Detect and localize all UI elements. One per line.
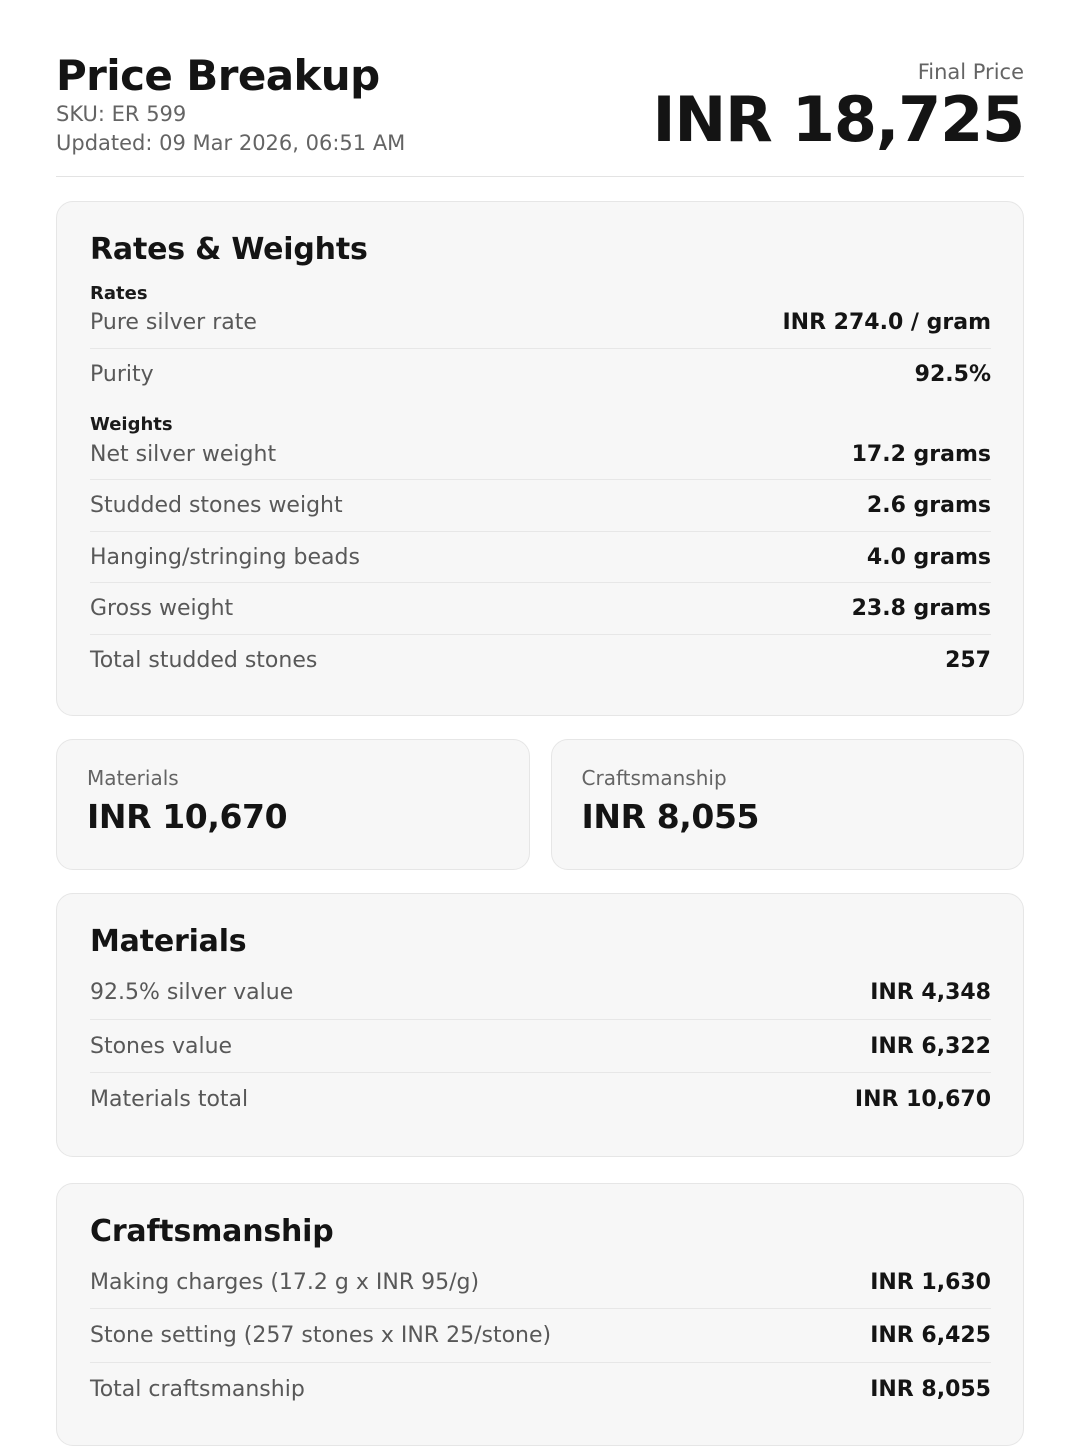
row-label: Gross weight <box>90 596 234 622</box>
row-label: Total craftsmanship <box>90 1376 305 1402</box>
table-row: Making charges (17.2 g x INR 95/g) INR 1… <box>90 1256 991 1310</box>
row-label: Studded stones weight <box>90 493 343 519</box>
row-label: Pure silver rate <box>90 310 257 336</box>
rates-weights-title: Rates & Weights <box>90 231 368 267</box>
final-price-value: INR 18,725 <box>652 83 1025 156</box>
updated-timestamp: Updated: 09 Mar 2026, 06:51 AM <box>56 131 406 156</box>
summary-value: INR 8,055 <box>581 797 760 837</box>
craftsmanship-detail-card: Craftsmanship Making charges (17.2 g x I… <box>56 1182 1024 1446</box>
craftsmanship-row-group: Making charges (17.2 g x INR 95/g) INR 1… <box>90 1256 991 1416</box>
table-row: Total studded stones 257 <box>90 635 991 686</box>
page-header: Price Breakup SKU: ER 599 Updated: 09 Ma… <box>56 52 1025 177</box>
rates-and-weights-card: Rates & Weights Rates Pure silver rate I… <box>56 200 1024 717</box>
weights-row-group: Net silver weight 17.2 grams Studded sto… <box>90 437 991 686</box>
craftsmanship-summary-card: Craftsmanship INR 8,055 <box>550 739 1024 871</box>
row-label: 92.5% silver value <box>90 980 294 1006</box>
row-value: 257 <box>945 647 991 673</box>
row-value: 92.5% <box>914 361 991 387</box>
materials-summary-card: Materials INR 10,670 <box>56 739 530 871</box>
row-value: INR 8,055 <box>870 1376 991 1402</box>
summary-label: Craftsmanship <box>581 766 727 791</box>
row-label: Net silver weight <box>90 441 277 467</box>
price-breakup-page: Price Breakup SKU: ER 599 Updated: 09 Ma… <box>56 52 1025 1446</box>
row-value: INR 10,670 <box>854 1087 991 1113</box>
table-row: Total craftsmanship INR 8,055 <box>90 1363 991 1416</box>
table-row: Materials total INR 10,670 <box>90 1073 991 1126</box>
materials-title: Materials <box>90 924 247 960</box>
row-label: Total studded stones <box>90 647 318 673</box>
final-price-group: Final Price INR 18,725 <box>652 52 1025 156</box>
table-row: Hanging/stringing beads 4.0 grams <box>90 532 991 584</box>
row-value: 17.2 grams <box>851 441 991 467</box>
rates-row-group: Pure silver rate INR 274.0 / gram Purity… <box>90 305 991 399</box>
table-row: Stones value INR 6,322 <box>90 1020 991 1074</box>
row-label: Hanging/stringing beads <box>90 544 360 570</box>
table-row: Purity 92.5% <box>90 349 991 400</box>
materials-row-group: 92.5% silver value INR 4,348 Stones valu… <box>90 966 991 1126</box>
row-label: Stone setting (257 stones x INR 25/stone… <box>90 1323 552 1349</box>
table-row: Net silver weight 17.2 grams <box>90 437 991 481</box>
page-title: Price Breakup <box>56 51 380 100</box>
table-row: Stone setting (257 stones x INR 25/stone… <box>90 1309 991 1363</box>
sku-text: SKU: ER 599 <box>56 101 187 126</box>
rates-section-label: Rates <box>90 282 148 304</box>
row-value: INR 1,630 <box>870 1269 991 1295</box>
summary-card-row: Materials INR 10,670 Craftsmanship INR 8… <box>56 739 1024 871</box>
weights-section-label: Weights <box>90 414 173 436</box>
row-value: INR 6,322 <box>870 1033 991 1059</box>
table-row: 92.5% silver value INR 4,348 <box>90 966 991 1020</box>
row-label: Purity <box>90 361 154 387</box>
row-label: Materials total <box>90 1087 249 1113</box>
table-row: Gross weight 23.8 grams <box>90 583 991 635</box>
summary-label: Materials <box>87 766 179 791</box>
row-value: INR 4,348 <box>870 980 991 1006</box>
header-left-group: Price Breakup SKU: ER 599 Updated: 09 Ma… <box>56 52 405 158</box>
materials-detail-card: Materials 92.5% silver value INR 4,348 S… <box>56 893 1024 1157</box>
row-value: INR 6,425 <box>870 1323 991 1349</box>
table-row: Studded stones weight 2.6 grams <box>90 480 991 532</box>
row-value: 23.8 grams <box>851 596 991 622</box>
row-value: INR 274.0 / gram <box>782 310 991 336</box>
row-value: 2.6 grams <box>866 493 991 519</box>
row-label: Stones value <box>90 1033 233 1059</box>
table-row: Pure silver rate INR 274.0 / gram <box>90 305 991 349</box>
craftsmanship-title: Craftsmanship <box>90 1213 334 1249</box>
row-value: 4.0 grams <box>866 544 991 570</box>
row-label: Making charges (17.2 g x INR 95/g) <box>90 1269 480 1295</box>
summary-value: INR 10,670 <box>87 797 288 837</box>
final-price-label: Final Price <box>917 60 1024 84</box>
